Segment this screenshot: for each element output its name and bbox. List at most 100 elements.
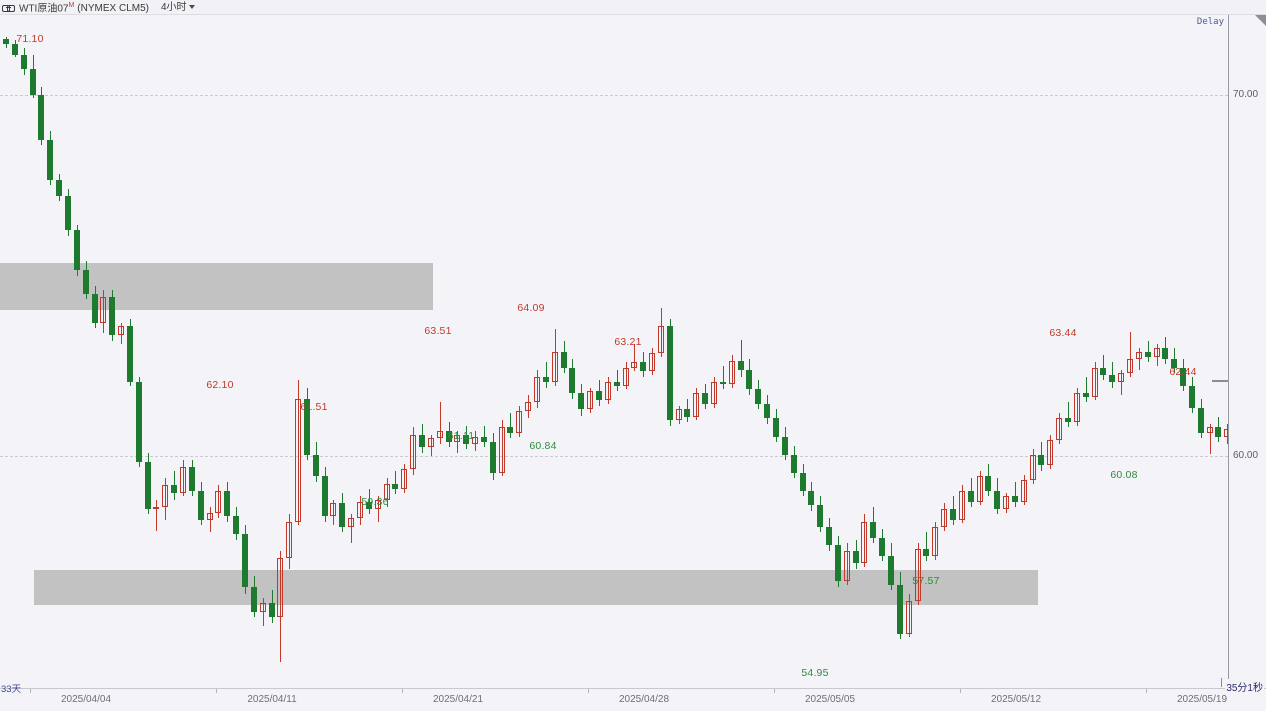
candle-up	[454, 434, 461, 442]
candle-down	[985, 476, 992, 491]
candle-wick	[1006, 492, 1007, 513]
candle-wick	[696, 387, 697, 421]
candle-wick	[935, 521, 936, 560]
candle-wick	[679, 405, 680, 424]
price-callout-low: 54.95	[801, 667, 829, 679]
candle-wick	[404, 463, 405, 493]
chevron-down-icon	[188, 5, 195, 9]
candle-wick	[360, 496, 361, 526]
candle-up	[118, 326, 125, 336]
gridline	[0, 456, 1228, 458]
candle-up	[100, 297, 107, 323]
candle-up	[932, 526, 939, 556]
candle-down	[480, 436, 487, 442]
candle-up	[525, 402, 532, 412]
candle-down	[250, 586, 257, 612]
candle-wick	[369, 488, 370, 515]
candle-up	[498, 427, 505, 473]
candle-down	[967, 490, 974, 502]
candle-up	[206, 512, 213, 520]
candle-wick	[741, 340, 742, 377]
symbol-title[interactable]: WTI原油07M (NYMEX CLM5)	[19, 0, 149, 14]
candle-down	[47, 139, 54, 180]
price-callout-high: 64.09	[517, 302, 545, 314]
candle-down	[233, 516, 240, 535]
candle-down	[11, 43, 18, 55]
supply-zone[interactable]	[0, 263, 433, 310]
candle-down	[135, 382, 142, 462]
candle-down	[268, 602, 275, 618]
price-callout-high: 61.51	[300, 401, 328, 413]
candle-wick	[351, 514, 352, 544]
candle-up	[277, 557, 284, 618]
price-axis[interactable]: 70.00 60.00	[1228, 15, 1266, 688]
chart-toolbar: WTI原油07M (NYMEX CLM5) 4小时	[0, 0, 1266, 15]
symbol-name: WTI原油07	[19, 3, 69, 15]
candle-down	[560, 351, 567, 368]
candle-down	[702, 393, 709, 404]
price-plot[interactable]: 71.10 62.10 61.51 63.51 64.09 63.21 63.44 62.44…	[0, 15, 1228, 688]
price-tick-label: 60.00	[1233, 450, 1259, 462]
candle-down	[1162, 347, 1169, 359]
candle-down	[463, 434, 470, 444]
candle-wick	[732, 355, 733, 388]
date-tick-mark	[402, 689, 403, 693]
candle-down	[808, 490, 815, 506]
date-tick-label: 2025/05/19	[1176, 694, 1228, 705]
candle-wick	[1059, 413, 1060, 444]
price-callout-high: 62.44	[1169, 366, 1197, 378]
candle-wick	[1015, 481, 1016, 508]
candle-down	[1171, 358, 1178, 368]
candle-up	[1047, 440, 1054, 466]
date-tick-mark	[774, 689, 775, 693]
candle-down	[666, 326, 673, 421]
candle-down	[3, 38, 9, 44]
candle-up	[1135, 351, 1142, 359]
candle-wick	[652, 347, 653, 375]
candle-down	[312, 454, 319, 477]
candle-down	[109, 297, 116, 336]
price-callout-high: 62.10	[206, 379, 234, 391]
candle-down	[826, 526, 833, 546]
candle-wick	[1077, 387, 1078, 426]
candle-up	[516, 411, 523, 433]
candle-wick	[1130, 331, 1131, 377]
candle-down	[321, 476, 328, 517]
timeframe-selector[interactable]: 4小时	[161, 2, 195, 13]
candle-up	[153, 507, 160, 510]
candle-down	[719, 382, 726, 385]
candle-down	[772, 418, 779, 437]
candle-wick	[546, 362, 547, 388]
symbol-code: (NYMEX CLM5)	[77, 3, 149, 15]
candle-wick	[944, 503, 945, 531]
candle-down	[755, 389, 762, 404]
candle-up	[1118, 373, 1125, 383]
candle-wick	[298, 380, 299, 526]
candle-down	[1065, 418, 1071, 423]
candle-wick	[909, 593, 910, 638]
candle-up	[905, 601, 912, 634]
candle-up	[1126, 358, 1133, 374]
candle-up	[472, 436, 479, 444]
candle-up	[728, 360, 735, 385]
candle-wick	[378, 496, 379, 522]
candle-down	[418, 434, 425, 448]
price-callout-low: 60.84	[529, 440, 557, 452]
time-axis[interactable]: 2025/04/04 2025/04/11 2025/04/21 2025/04/28…	[0, 688, 1266, 711]
candle-up	[631, 362, 638, 368]
candle-wick	[1121, 369, 1122, 395]
timeframe-label: 4小时	[160, 1, 187, 13]
candle-wick	[847, 543, 848, 585]
date-tick-mark	[30, 689, 31, 693]
candle-wick	[617, 369, 618, 392]
candle-wick	[475, 431, 476, 451]
date-tick-label: 2025/04/04	[60, 694, 112, 705]
candle-down	[303, 398, 310, 455]
candle-up	[587, 391, 594, 410]
candle-wick	[387, 478, 388, 508]
demand-zone[interactable]	[34, 570, 1038, 605]
candle-up	[622, 367, 629, 386]
candle-down	[1197, 407, 1204, 433]
price-tick-label: 70.00	[1233, 88, 1259, 100]
link-icon[interactable]	[2, 3, 15, 12]
